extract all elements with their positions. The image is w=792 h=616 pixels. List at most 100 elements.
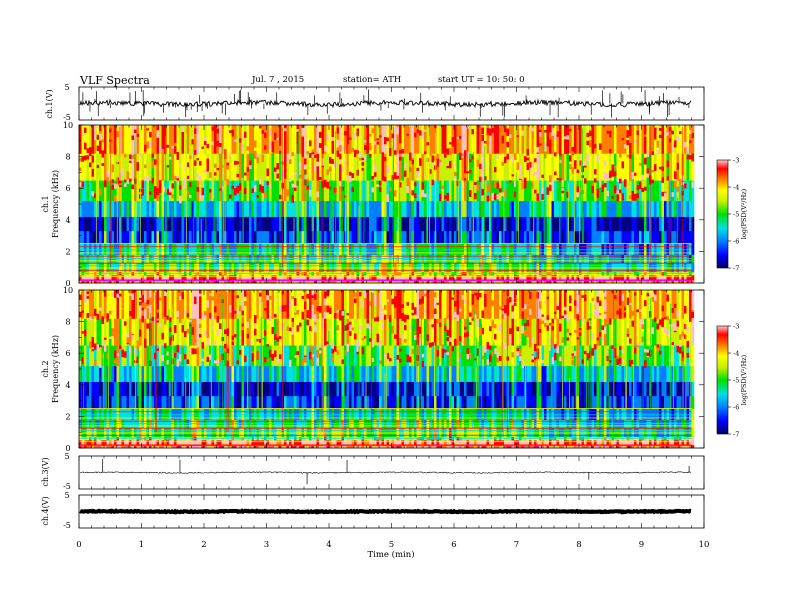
spec-cell (557, 153, 560, 180)
spec-cell (524, 125, 527, 154)
spec-cell (137, 231, 140, 244)
spec-cell (664, 125, 667, 154)
spec-speckle (309, 140, 312, 146)
spec-speckle (254, 315, 257, 323)
spec-cell (232, 345, 235, 366)
spec-cell (162, 153, 165, 180)
spec-cell (259, 153, 262, 180)
spec-cell (94, 275, 97, 280)
spec-cell (254, 275, 257, 280)
spec-speckle (182, 142, 185, 145)
spec-cell (572, 231, 575, 244)
spec-cell (512, 231, 515, 244)
spec-cell (164, 440, 167, 445)
spec-speckle (524, 181, 527, 189)
spec-cell (237, 217, 240, 232)
spec-cell (224, 366, 227, 382)
spec-cell (584, 217, 587, 232)
spec-speckle (482, 189, 485, 195)
spec-speckle (244, 356, 247, 362)
spec-cell (239, 231, 242, 244)
spec-cell (574, 275, 577, 280)
spec-cell (122, 275, 125, 280)
spec-cell (394, 125, 397, 154)
spec-cell (349, 217, 352, 232)
spec-cell (324, 201, 327, 217)
spec-speckle (654, 164, 657, 171)
spec-speckle (502, 136, 505, 144)
spec-cell (307, 153, 310, 180)
spec-cell (162, 275, 165, 280)
spec-cell (409, 275, 412, 280)
spec-cell (602, 153, 605, 180)
spec-cell (492, 231, 495, 244)
spec-cell (117, 382, 120, 397)
spec-cell (89, 440, 92, 445)
spec-cell (372, 201, 375, 217)
spec-cell (479, 201, 482, 217)
spec-speckle (174, 176, 177, 180)
spec-cell (112, 201, 115, 217)
spec-speckle (289, 178, 292, 182)
spec-cell (374, 231, 377, 244)
spec-cell (617, 275, 620, 280)
spec-speckle (152, 161, 155, 168)
spec-speckle (177, 345, 180, 352)
spec-cell (667, 275, 670, 280)
spec-cell (287, 217, 290, 232)
spec-cell (662, 125, 665, 154)
spec-cell (682, 231, 685, 244)
spec-speckle (249, 165, 252, 169)
spec-cell (132, 440, 135, 445)
spec-cell (469, 153, 472, 180)
spec-cell (607, 201, 610, 217)
spec-cell (154, 217, 157, 232)
spec-cell (339, 275, 342, 280)
spec-speckle (287, 189, 290, 196)
spec-speckle (442, 185, 445, 188)
spec-speckle (177, 178, 180, 180)
spec-cell (219, 440, 222, 445)
spec-speckle (619, 189, 622, 193)
spec-cell (277, 180, 280, 201)
spec-speckle (444, 154, 447, 158)
spec-cell (269, 180, 272, 201)
spec-speckle (199, 294, 202, 297)
spec-cell (562, 201, 565, 217)
spec-speckle (674, 181, 677, 187)
spec-cell (539, 201, 542, 217)
spec-cell (682, 201, 685, 217)
spec-cell (412, 275, 415, 280)
spec-cell (104, 440, 107, 445)
spec-cell (594, 180, 597, 201)
spec-cell (584, 125, 587, 154)
spec-cell (264, 153, 267, 180)
spec-cell (354, 217, 357, 232)
spec-speckle (439, 194, 442, 201)
spec-cell (162, 366, 165, 382)
spec-cell (689, 275, 692, 280)
spec-cell (479, 125, 482, 154)
spec-speckle (92, 191, 95, 196)
spec-cell (282, 217, 285, 232)
spec-speckle (152, 178, 155, 183)
spec-speckle (469, 159, 472, 162)
spec-speckle (492, 193, 495, 201)
spec-cell (194, 440, 197, 445)
spec-cell (589, 201, 592, 217)
spec-cell (417, 125, 420, 154)
spec-cell (144, 180, 147, 201)
spec-cell (319, 180, 322, 201)
spec-speckle (239, 337, 242, 340)
spec-speckle (122, 128, 125, 133)
spec-speckle (234, 161, 237, 165)
spec-cell (189, 318, 192, 345)
spec-speckle (304, 158, 307, 164)
spec-speckle (217, 359, 220, 362)
spec-speckle (692, 181, 695, 187)
spec-speckle (167, 351, 170, 355)
spec-speckle (504, 190, 507, 197)
spec-cell (622, 231, 625, 244)
spec-cell (554, 275, 557, 280)
